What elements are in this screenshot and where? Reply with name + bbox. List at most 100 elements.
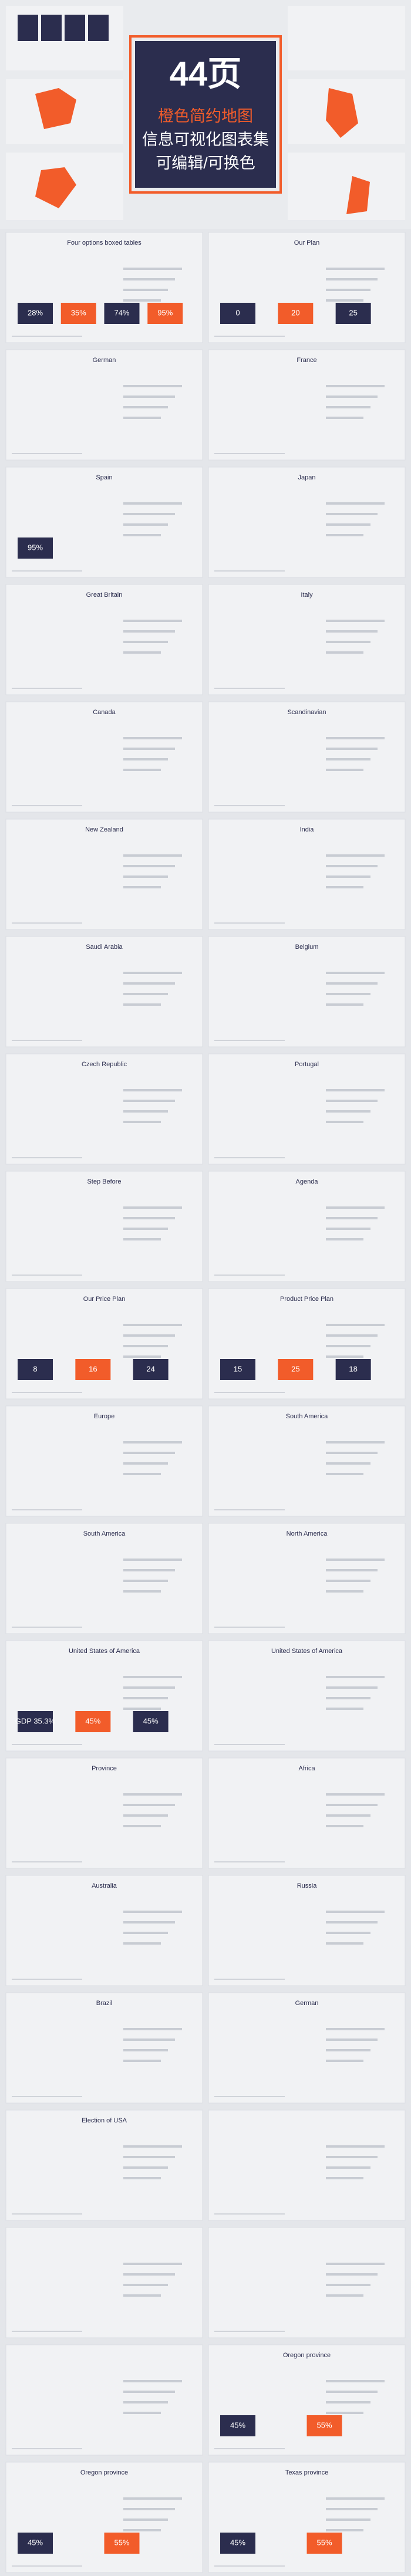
slide-title: Belgium <box>295 944 319 951</box>
text-line <box>326 268 385 270</box>
figure-box <box>133 1711 169 1732</box>
text-line <box>123 982 175 985</box>
text-line <box>123 1462 168 1465</box>
text-line <box>123 1334 175 1337</box>
text-line <box>123 2412 161 2414</box>
slide <box>5 1405 203 1517</box>
text-line <box>123 406 168 408</box>
text-line <box>326 2145 385 2148</box>
footer-line <box>12 1861 82 1862</box>
text-line <box>326 1355 363 1358</box>
text-line <box>123 651 161 654</box>
footer-line <box>214 1744 285 1745</box>
footer-line <box>12 1627 82 1628</box>
text-line <box>326 523 370 526</box>
footer-line <box>214 2565 285 2567</box>
footer-line <box>214 1040 285 1041</box>
slide-title: Our Plan <box>294 239 319 246</box>
text-line <box>123 1559 182 1561</box>
text-line <box>326 513 378 515</box>
text-line <box>123 748 175 750</box>
text-line <box>326 1697 370 1699</box>
figure-box <box>220 1359 255 1380</box>
slide <box>5 232 203 343</box>
text-line <box>326 2412 363 2414</box>
text-line <box>123 534 161 536</box>
text-line <box>123 385 182 387</box>
text-line <box>326 289 370 291</box>
figure-label: 25 <box>291 1364 299 1373</box>
text-line <box>326 1089 385 1091</box>
slide <box>5 2344 203 2456</box>
figure-box <box>306 2415 342 2436</box>
text-line <box>123 278 175 280</box>
slide <box>208 466 406 578</box>
footer-line <box>12 453 82 454</box>
text-line <box>123 502 182 505</box>
text-line <box>326 2156 378 2158</box>
slide-title: Russia <box>297 1882 318 1889</box>
text-line <box>326 2284 370 2286</box>
footer-line <box>214 1275 285 1276</box>
slide <box>5 2227 203 2338</box>
figure-box <box>147 303 183 324</box>
slide-title: Step Before <box>87 1178 121 1185</box>
figure-box <box>60 303 96 324</box>
text-line <box>326 2401 370 2403</box>
text-line <box>326 2529 363 2531</box>
text-line <box>123 1089 182 1091</box>
slide <box>208 2227 406 2338</box>
text-line <box>123 1921 175 1923</box>
figure-label: 45% <box>85 1716 100 1725</box>
text-line <box>326 1110 370 1113</box>
slide-title: Spain <box>96 474 112 481</box>
slide <box>208 349 406 461</box>
slide <box>208 232 406 343</box>
slide-title: Scandinavian <box>287 709 326 716</box>
slide <box>208 1875 406 1986</box>
text-line <box>326 1942 363 1945</box>
slide <box>5 1875 203 1986</box>
slide-title: North America <box>287 1530 328 1537</box>
text-line <box>123 2273 175 2276</box>
text-line <box>326 1334 378 1337</box>
text-line <box>326 865 378 867</box>
text-line <box>326 1676 385 1678</box>
figure-box <box>75 1711 111 1732</box>
text-line <box>326 758 370 760</box>
slide <box>208 2110 406 2221</box>
footer-line <box>12 922 82 924</box>
text-line <box>123 1942 161 1945</box>
slide-title: German <box>295 2000 319 2007</box>
text-line <box>123 523 168 526</box>
slide <box>5 1992 203 2104</box>
slide-title: Africa <box>298 1765 315 1772</box>
slide <box>208 819 406 930</box>
text-line <box>123 2166 168 2169</box>
slide <box>208 1405 406 1517</box>
slide-title: Agenda <box>296 1178 319 1185</box>
text-line <box>123 513 175 515</box>
slide-title: Czech Republic <box>82 1061 127 1068</box>
text-line <box>123 886 161 888</box>
text-line <box>123 1441 182 1443</box>
figure-box <box>335 1359 371 1380</box>
text-line <box>123 769 161 771</box>
text-line <box>326 1003 363 1006</box>
text-line <box>123 2263 182 2265</box>
text-line <box>123 2497 182 2500</box>
figure-label: 45% <box>230 2538 245 2547</box>
slide-title: New Zealand <box>85 826 123 833</box>
text-line <box>123 1932 168 1934</box>
text-line <box>326 2028 385 2030</box>
text-line <box>326 1569 378 1571</box>
text-line <box>326 1462 370 1465</box>
slide-title: Japan <box>298 474 316 481</box>
slide-title: United States of America <box>271 1648 343 1655</box>
text-line <box>326 502 385 505</box>
figure-box <box>18 1711 53 1732</box>
figure-box <box>278 1359 314 1380</box>
figure-label: 16 <box>89 1364 97 1373</box>
slide-title: Our Price Plan <box>83 1296 126 1303</box>
